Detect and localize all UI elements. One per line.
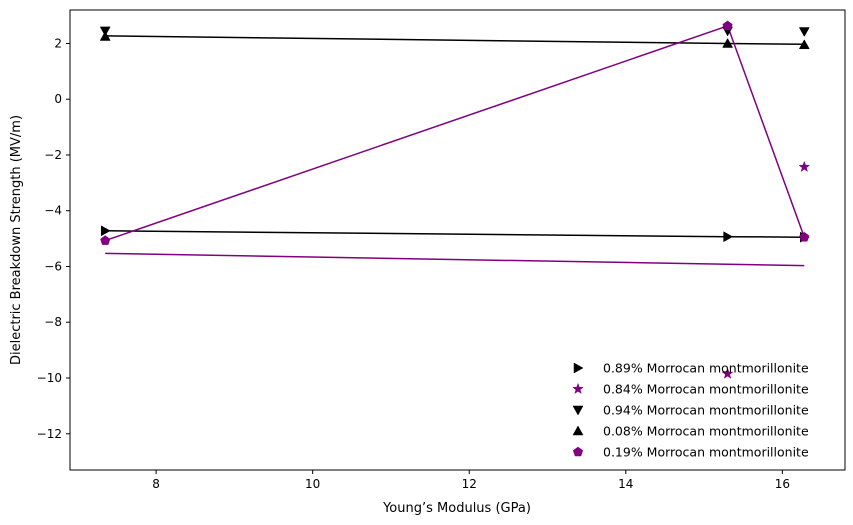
legend-marker-0 [573, 362, 584, 374]
legend-label-2: 0.94% Morrocan montmorillonite [603, 403, 809, 418]
series-markers [99, 20, 811, 379]
y-axis-ticks: 2 0 −2 −4 −6 −8 −10 −12 [37, 36, 70, 441]
legend-label-0: 0.89% Morrocan montmorillonite [603, 361, 809, 376]
y-tick-label: 0 [54, 92, 62, 106]
x-axis-ticks: 8 10 12 14 16 [152, 470, 790, 491]
data-point-series-2 [798, 27, 810, 38]
legend-marker-3 [572, 425, 584, 436]
data-point-series-4 [799, 231, 810, 242]
data-point-series-1 [798, 160, 811, 173]
legend-label-3: 0.08% Morrocan montmorillonite [603, 424, 809, 439]
x-tick-label: 14 [618, 477, 633, 491]
data-point-series-1 [721, 367, 734, 379]
y-tick-label: −2 [44, 148, 62, 162]
data-point-series-4 [722, 20, 733, 31]
y-axis-label: Dielectric Breakdown Strength (MV/m) [9, 115, 24, 365]
y-tick-label: −8 [44, 315, 62, 329]
data-point-series-0 [723, 231, 734, 243]
legend-marker-2 [572, 405, 584, 416]
data-point-series-0 [100, 225, 111, 237]
plot-frame [69, 9, 846, 471]
x-axis-label: Young’s Modulus (GPa) [382, 501, 531, 516]
data-point-series-4 [100, 235, 111, 245]
series-line-1 [105, 252, 805, 267]
x-tick-label: 10 [305, 477, 320, 491]
plot-area [69, 9, 846, 471]
y-tick-label: −10 [37, 371, 62, 385]
legend-label-4: 0.19% Morrocan montmorillonite [603, 445, 809, 460]
x-tick-label: 8 [152, 477, 160, 491]
y-tick-label: 2 [54, 36, 62, 50]
x-tick-label: 12 [462, 477, 477, 491]
legend-marker-1 [572, 382, 584, 394]
x-tick-label: 16 [775, 477, 790, 491]
y-tick-label: −4 [44, 204, 62, 218]
data-point-series-3 [798, 39, 810, 50]
legend-marker-4 [572, 446, 584, 457]
data-point-series-3 [722, 37, 734, 48]
data-point-series-3 [99, 30, 111, 41]
legend-label-1: 0.84% Morrocan montmorillonite [603, 382, 809, 397]
legend: 0.89% Morrocan montmorillonite 0.84% Morr… [572, 361, 809, 460]
y-tick-label: −12 [37, 427, 62, 441]
y-tick-label: −6 [44, 259, 62, 273]
